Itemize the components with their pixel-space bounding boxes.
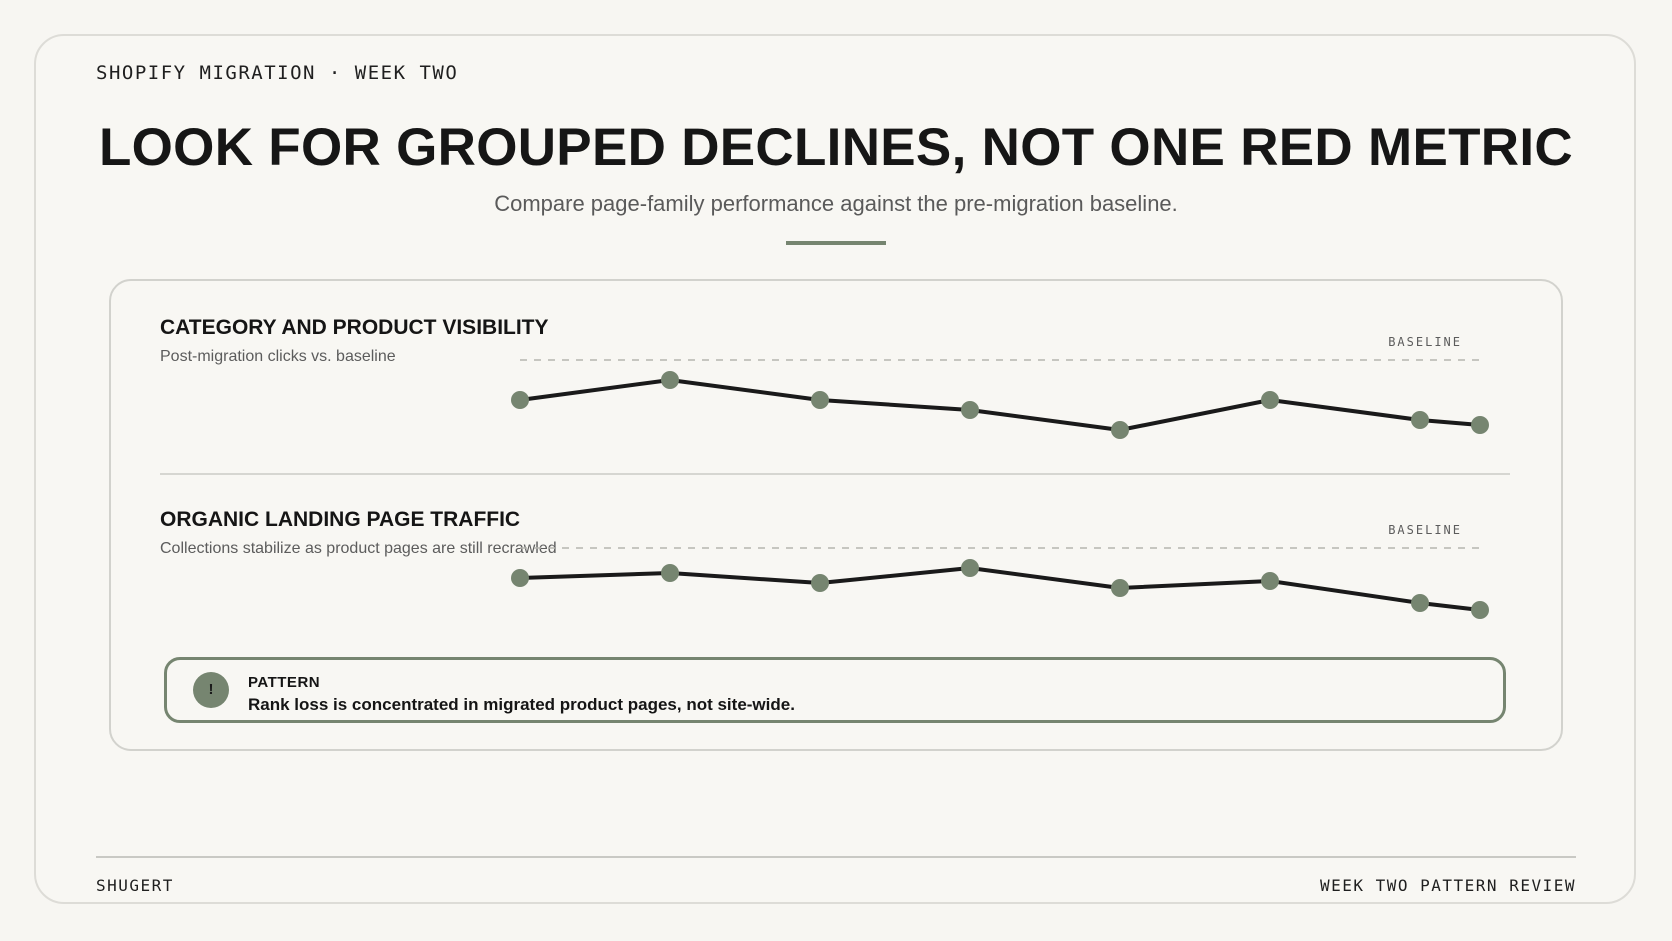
chart-2-point [661,564,679,582]
chart-2-subtitle: Collections stabilize as product pages a… [160,540,557,557]
chart-2-point [1471,601,1489,619]
exclamation-icon: ! [193,672,229,708]
chart-1-point [811,391,829,409]
chart-1-point [511,391,529,409]
page-title: LOOK FOR GROUPED DECLINES, NOT ONE RED M… [98,118,1573,177]
callout-text: Rank loss is concentrated in migrated pr… [248,695,795,714]
chart-1-point [1471,416,1489,434]
page-subtitle: Compare page-family performance against … [494,191,1178,216]
pattern-callout: ! PATTERN Rank loss is concentrated in m… [164,657,1506,723]
chart-1-point [661,371,679,389]
chart-2-point [1111,579,1129,597]
chart-2-point [811,574,829,592]
chart-1-subtitle: Post-migration clicks vs. baseline [160,348,396,365]
chart-1-baseline-label: BASELINE [1388,335,1462,349]
chart-1-title: CATEGORY AND PRODUCT VISIBILITY [160,316,549,339]
chart-1-point [961,401,979,419]
chart-1-point [1261,391,1279,409]
kicker: SHOPIFY MIGRATION · WEEK TWO [96,62,459,84]
footer-caption: WEEK TWO PATTERN REVIEW [1319,876,1576,895]
chart-divider [160,473,1510,475]
callout-label: PATTERN [248,674,321,691]
chart-1-point [1411,411,1429,429]
chart-2-point [1261,572,1279,590]
title-underline [786,241,886,245]
chart-2-point [511,569,529,587]
chart-1-point [1111,421,1129,439]
chart-1-series-line [519,378,1481,432]
chart-2-baseline-label: BASELINE [1388,523,1462,537]
chart-2-point [1411,594,1429,612]
chart-2-point [961,559,979,577]
footer-divider [96,856,1576,858]
footer-brand: SHUGERT [96,876,174,895]
chart-2-title: ORGANIC LANDING PAGE TRAFFIC [160,508,521,531]
chart-2-series-line [519,566,1481,612]
